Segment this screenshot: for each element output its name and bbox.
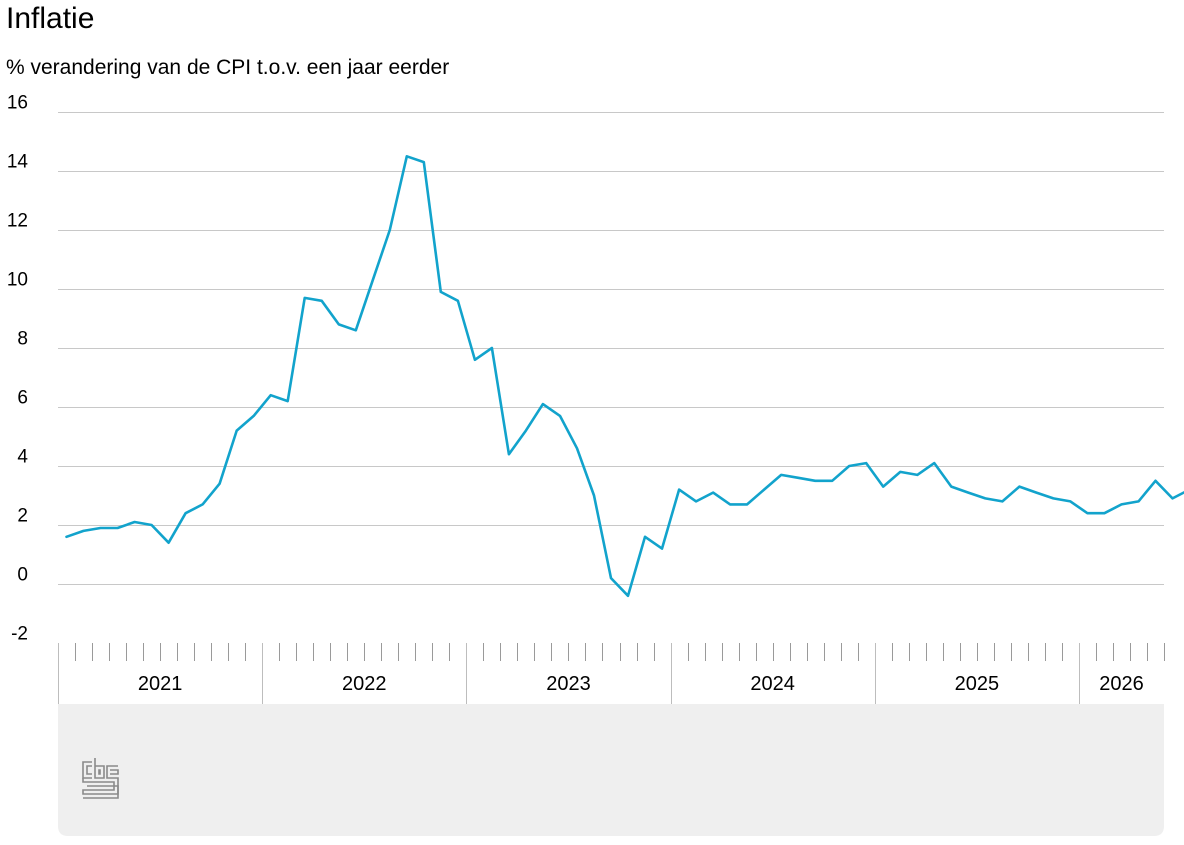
data-point xyxy=(456,299,460,303)
cbs-logo-icon xyxy=(82,758,119,799)
data-point xyxy=(235,429,239,433)
data-point xyxy=(949,485,953,489)
data-point xyxy=(1154,479,1158,483)
data-point xyxy=(1017,485,1021,489)
data-point xyxy=(507,452,511,456)
data-point xyxy=(575,446,579,450)
data-point xyxy=(898,470,902,474)
data-point xyxy=(354,328,358,332)
y-tick-label: 12 xyxy=(7,211,28,232)
data-point xyxy=(1137,499,1141,503)
data-point xyxy=(320,299,324,303)
chart-subtitle: % verandering van de CPI t.o.v. een jaar… xyxy=(6,56,450,79)
data-point xyxy=(592,494,596,498)
data-point xyxy=(541,402,545,406)
data-point xyxy=(966,491,970,495)
data-point xyxy=(1034,491,1038,495)
data-point xyxy=(184,511,188,515)
data-point xyxy=(745,502,749,506)
data-point xyxy=(779,473,783,477)
data-point xyxy=(303,296,307,300)
data-point xyxy=(711,491,715,495)
inflation-series-line xyxy=(65,155,1184,598)
y-tick-label: 10 xyxy=(7,270,28,291)
data-point xyxy=(167,541,171,545)
data-point xyxy=(65,535,69,539)
data-point xyxy=(150,523,154,527)
x-year-label: 2023 xyxy=(546,673,591,695)
data-point xyxy=(1000,499,1004,503)
chart-title: Inflatie xyxy=(6,2,95,35)
x-year-label: 2022 xyxy=(342,673,387,695)
y-axis-tick-labels: 16 14 12 10 8 6 4 2 0 -2 xyxy=(7,93,29,645)
y-tick-label: -2 xyxy=(11,624,28,645)
data-point xyxy=(728,502,732,506)
data-point xyxy=(490,346,494,350)
data-point xyxy=(473,358,477,362)
data-point xyxy=(1068,499,1072,503)
data-point xyxy=(218,482,222,486)
data-point xyxy=(677,488,681,492)
y-tick-label: 6 xyxy=(17,388,28,409)
data-point xyxy=(388,228,392,232)
x-axis: 2021 2022 2023 2024 2025 2026 xyxy=(58,643,1165,836)
data-point xyxy=(915,473,919,477)
y-tick-label: 14 xyxy=(7,152,29,173)
data-point xyxy=(82,529,86,533)
data-point xyxy=(337,322,341,326)
data-point xyxy=(371,278,375,282)
y-tick-label: 0 xyxy=(17,565,28,586)
x-year-label: 2024 xyxy=(750,673,795,695)
y-tick-label: 8 xyxy=(17,329,28,350)
data-point xyxy=(1051,496,1055,500)
data-point xyxy=(609,576,613,580)
series-layer xyxy=(65,154,1184,598)
data-point xyxy=(405,154,409,158)
y-tick-label: 2 xyxy=(17,506,28,527)
x-year-label: 2021 xyxy=(138,673,183,695)
data-point xyxy=(864,461,868,465)
grid-lines xyxy=(58,112,1164,644)
data-point xyxy=(201,502,205,506)
data-point xyxy=(252,414,256,418)
data-point xyxy=(1171,496,1175,500)
data-point xyxy=(99,526,103,530)
data-point xyxy=(439,290,443,294)
data-point xyxy=(422,160,426,164)
data-point xyxy=(983,496,987,500)
data-point xyxy=(133,520,137,524)
x-year-label: 2025 xyxy=(955,673,1000,695)
data-point xyxy=(1102,511,1106,515)
x-year-label: 2026 xyxy=(1099,673,1144,695)
data-point xyxy=(626,594,630,598)
data-point xyxy=(830,479,834,483)
data-point xyxy=(881,485,885,489)
data-point xyxy=(762,488,766,492)
x-axis-band xyxy=(58,643,1164,704)
data-point xyxy=(643,535,647,539)
cbs-logo-icon xyxy=(82,758,119,799)
data-point xyxy=(660,547,664,551)
data-point xyxy=(524,429,528,433)
data-point xyxy=(932,461,936,465)
data-point xyxy=(1120,502,1124,506)
data-point xyxy=(116,526,120,530)
data-point xyxy=(813,479,817,483)
data-point xyxy=(269,393,273,397)
data-point xyxy=(286,399,290,403)
data-point xyxy=(847,464,851,468)
data-point xyxy=(558,414,562,418)
data-point xyxy=(694,499,698,503)
y-tick-label: 4 xyxy=(17,447,28,468)
data-point xyxy=(796,476,800,480)
y-tick-label: 16 xyxy=(7,93,28,114)
data-point xyxy=(1085,511,1089,515)
